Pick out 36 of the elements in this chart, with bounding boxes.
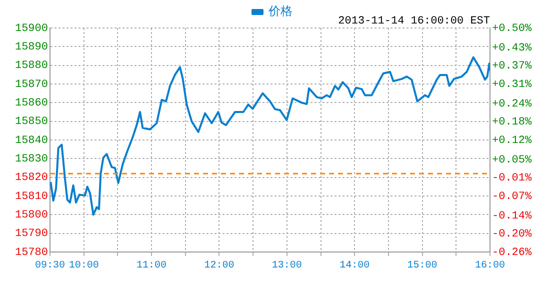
legend-label: 价格 — [268, 4, 292, 18]
x-tick-label: 14:00 — [340, 260, 370, 272]
y-tick-label: 15780 — [14, 246, 48, 259]
x-tick-label: 10:00 — [68, 260, 99, 272]
y2-tick-label: -0.07% — [492, 190, 532, 203]
y2-tick-label: -0.01% — [492, 172, 532, 184]
x-tick-label: 09:30 — [34, 260, 66, 272]
y-tick-label: 15900 — [14, 22, 48, 35]
y-tick-label: 15850 — [14, 116, 48, 128]
x-tick-label: 11:00 — [136, 260, 167, 272]
x-tick-label: 15:00 — [407, 260, 438, 272]
y-tick-label: 15880 — [14, 60, 48, 72]
y-tick-label: 15870 — [14, 78, 48, 91]
y-tick-label: 15800 — [14, 210, 48, 222]
y2-tick-label: +0.24% — [492, 98, 532, 110]
y2-tick-label: -0.26% — [492, 246, 532, 259]
y2-tick-label: +0.37% — [492, 60, 532, 72]
y-tick-label: 15820 — [14, 172, 48, 184]
y2-tick-label: -0.20% — [492, 228, 532, 240]
y-tick-label: 15890 — [14, 42, 48, 54]
x-tick-label: 12:00 — [204, 260, 234, 272]
y2-tick-label: +0.18% — [492, 116, 532, 128]
y2-tick-label: +0.31% — [492, 78, 532, 91]
y2-tick-label: +0.05% — [492, 154, 532, 166]
y-tick-label: 15840 — [14, 134, 48, 147]
text: 2013-11-14 16:00:00 EST — [338, 15, 490, 28]
y-tick-label: 15790 — [14, 228, 48, 240]
y-tick-label: 15810 — [14, 190, 48, 203]
y2-tick-label: +0.12% — [492, 134, 532, 147]
y-tick-label: 15860 — [14, 98, 48, 110]
y2-tick-label: -0.14% — [492, 210, 532, 222]
x-tick-label: 16:00 — [474, 260, 506, 272]
y2-tick-label: +0.50% — [492, 22, 532, 35]
x-tick-label: 13:00 — [272, 260, 302, 272]
y-tick-label: 15830 — [14, 154, 48, 166]
y2-tick-label: +0.43% — [492, 42, 532, 54]
